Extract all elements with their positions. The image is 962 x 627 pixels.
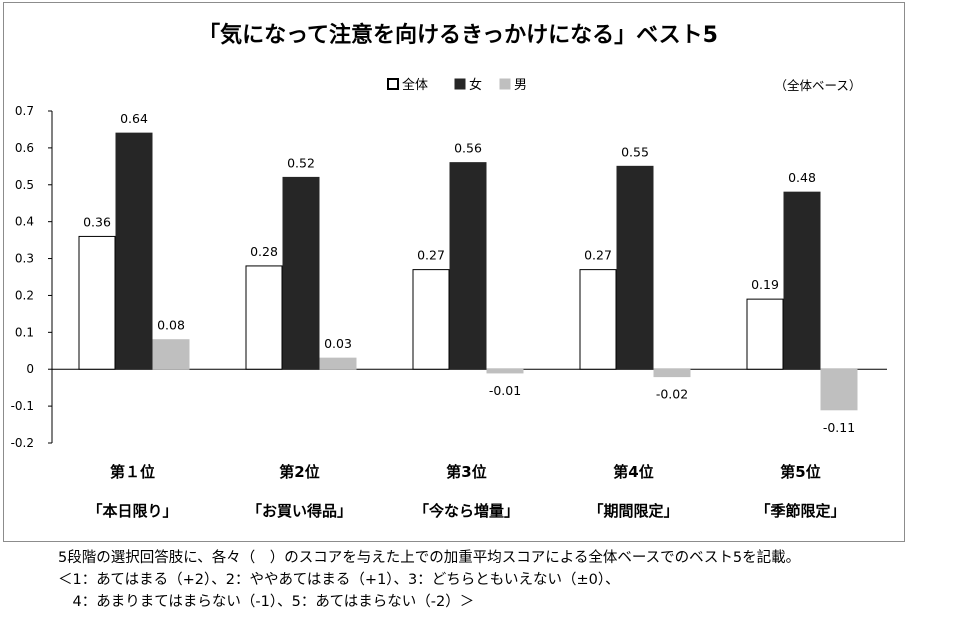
y-tick-label: -0.2	[11, 436, 34, 450]
y-tick-label: 0.6	[15, 141, 34, 155]
category-rank-label: 第5位	[780, 463, 820, 481]
bar-2-cat-4	[616, 165, 654, 370]
footnote-line-3: 4：あまりまてはまらない（-1）、5：あてはまらない（-2）＞	[58, 594, 475, 610]
y-tick-label: 0.7	[15, 104, 34, 118]
y-axis: 0.7 0.6 0.5 0.4 0.3 0.2 0.1 0 -0.1 -0.2	[11, 104, 887, 450]
footnote-line-2: ＜1：あてはまる（+2）、2：ややあてはまる（+1）、3：どちらともいえない（±…	[58, 572, 620, 588]
base-note: （全体ベース）	[775, 78, 862, 93]
bar-2-cat-2	[282, 176, 320, 370]
data-label: -0.01	[489, 383, 521, 398]
bar-2-cat-1	[115, 132, 153, 370]
y-tick-label: 0	[26, 362, 34, 376]
chart-frame	[3, 2, 905, 542]
data-label: 0.48	[788, 170, 816, 185]
bar-2-cat-5	[783, 191, 821, 370]
bar-3-cat-5	[820, 368, 858, 411]
bar-1-cat-5	[746, 298, 784, 370]
legend-label-2: 女	[469, 77, 482, 93]
data-label: 0.19	[751, 277, 779, 292]
category-item-label: 「期間限定」	[588, 502, 678, 520]
bar-1-cat-1	[78, 235, 116, 370]
y-tick-label: 0.1	[15, 325, 34, 339]
data-label: 0.27	[584, 248, 612, 263]
category-rank-label: 第2位	[279, 463, 319, 481]
category-item-label: 「お買い得品」	[247, 502, 352, 520]
data-label: 0.27	[417, 248, 445, 263]
legend-swatch-2	[454, 78, 466, 90]
data-label: 0.08	[157, 318, 185, 333]
data-label: -0.02	[656, 387, 688, 402]
data-label: 0.56	[454, 141, 482, 156]
bar-1-cat-2	[245, 265, 283, 370]
legend-swatch-1	[387, 78, 399, 90]
category-item-label: 「今なら増量」	[414, 502, 519, 520]
bar-3-cat-2	[319, 357, 357, 370]
bar-1-cat-3	[412, 269, 450, 370]
bar-3-cat-3	[486, 368, 524, 374]
bar-3-cat-4	[653, 368, 691, 378]
category-labels: 第１位「本日限り」 第2位「お買い得品」 第3位「今なら増量」 第4位「期間限定」 第5…	[87, 463, 845, 520]
category-item-label: 「本日限り」	[87, 502, 177, 520]
data-label: -0.11	[823, 420, 855, 435]
bars: 0.36 0.64 0.08 0.28 0.52 0.03 0.27 0.56 -0.01 0.2…	[78, 111, 858, 435]
category-rank-label: 第１位	[110, 463, 155, 481]
chart-title: 「気になって注意を向けるきっかけになる」ベスト5	[198, 22, 718, 48]
legend-label-1: 全体	[402, 77, 428, 93]
legend-label-3: 男	[514, 78, 527, 93]
legend-swatch-3	[499, 78, 511, 90]
legend: 全体 女 男	[387, 77, 527, 93]
bar-chart: 「気になって注意を向けるきっかけになる」ベスト5 （全体ベース） 全体 女 男 0.…	[11, 22, 887, 520]
y-tick-label: 0.3	[15, 252, 34, 266]
bar-1-cat-4	[579, 269, 617, 370]
data-label: 0.03	[324, 336, 352, 351]
data-label: 0.64	[120, 111, 148, 126]
category-rank-label: 第3位	[446, 463, 486, 481]
bar-2-cat-3	[449, 162, 487, 370]
data-label: 0.52	[287, 155, 315, 170]
y-tick-label: 0.2	[15, 288, 34, 302]
y-tick-label: 0.4	[15, 215, 34, 229]
category-rank-label: 第4位	[613, 463, 653, 481]
data-label: 0.36	[83, 214, 111, 229]
y-tick-label: -0.1	[11, 399, 34, 413]
category-item-label: 「季節限定」	[755, 502, 845, 520]
footnote-line-1: 5段階の選択回答肢に、各々（ ）のスコアを与えた上での加重平均スコアによる全体ベ…	[58, 550, 801, 566]
bar-3-cat-1	[152, 339, 190, 370]
data-label: 0.55	[621, 144, 649, 159]
data-label: 0.28	[250, 244, 278, 259]
y-tick-label: 0.5	[15, 178, 34, 192]
